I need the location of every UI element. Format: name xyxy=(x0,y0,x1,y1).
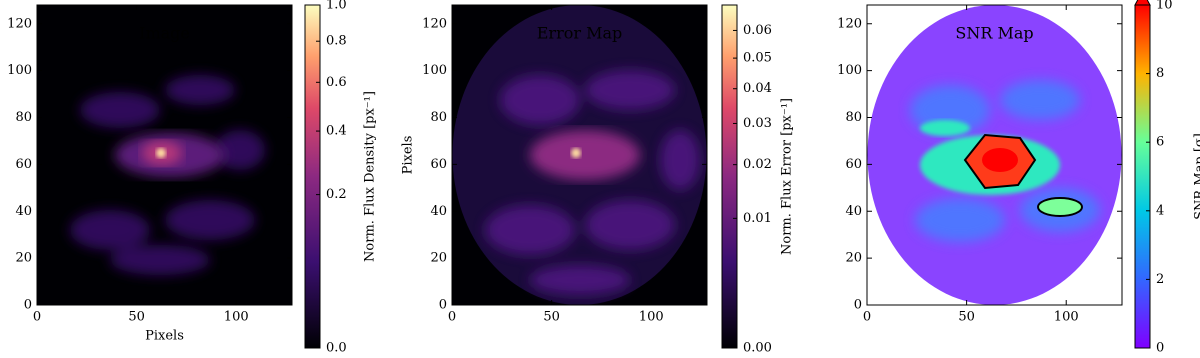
colorbar-tick-label: 0.04 xyxy=(743,81,772,96)
axes-frame xyxy=(451,4,708,306)
colorbar-tick-label: 0.03 xyxy=(743,116,772,131)
panel-title: Image xyxy=(139,24,190,43)
y-tick-label: 60 xyxy=(430,157,447,172)
colorbar-label: SNR Map [σ] xyxy=(1193,133,1200,220)
y-tick-label: 100 xyxy=(7,63,32,78)
y-tick-label: 20 xyxy=(430,251,447,266)
colorbar-tick-label: 0.00 xyxy=(743,341,772,356)
colorbar-label: Norm. Flux Error [px⁻¹] xyxy=(780,98,795,255)
y-tick-label: 0 xyxy=(854,298,862,313)
y-tick-label: 0 xyxy=(24,298,32,313)
colorbar-tick-label: 0 xyxy=(1156,341,1164,356)
x-tick-label: 50 xyxy=(128,310,145,325)
x-tick-label: 50 xyxy=(958,310,975,325)
colorbar-tick-label: 0.8 xyxy=(326,34,347,49)
y-tick-label: 80 xyxy=(430,110,447,125)
colorbar-tick-label: 0.2 xyxy=(326,187,347,202)
axes-frame xyxy=(866,4,1123,306)
y-tick-label: 20 xyxy=(15,251,32,266)
colorbar-tick-label: 0.6 xyxy=(326,75,347,90)
y-tick-label: 80 xyxy=(15,110,32,125)
colorbar-tick-label: 1.0 xyxy=(326,0,347,13)
x-tick-label: 50 xyxy=(543,310,560,325)
y-tick-label: 40 xyxy=(845,204,862,219)
y-tick-label: 40 xyxy=(15,204,32,219)
y-tick-label: 100 xyxy=(837,63,862,78)
y-tick-label: 20 xyxy=(845,251,862,266)
colorbar xyxy=(721,4,738,349)
panel-title: SNR Map xyxy=(955,24,1033,43)
x-tick-label: 0 xyxy=(448,310,456,325)
error-heatmap xyxy=(452,5,707,305)
colorbar-tick-label: 0.01 xyxy=(743,211,772,226)
colorbar-tick-label: 0.02 xyxy=(743,157,772,172)
image-heatmap xyxy=(37,5,292,305)
y-tick-label: 0 xyxy=(439,298,447,313)
colorbar-tick-label: 6 xyxy=(1156,135,1164,150)
y-tick-label: 60 xyxy=(845,157,862,172)
colorbar-tick-label: 0.4 xyxy=(326,124,347,139)
colorbar xyxy=(1134,4,1151,349)
colorbar-extend xyxy=(1134,0,1151,6)
panel-title: Error Map xyxy=(537,24,623,43)
y-tick-label: 60 xyxy=(15,157,32,172)
colorbar-tick-label: 0.06 xyxy=(743,23,772,38)
y-tick-label: 40 xyxy=(430,204,447,219)
colorbar-tick-label: 0.05 xyxy=(743,51,772,66)
y-tick-label: 120 xyxy=(837,16,862,31)
x-axis-label: Pixels xyxy=(145,329,184,344)
x-tick-label: 0 xyxy=(863,310,871,325)
colorbar-label: Norm. Flux Density [px⁻¹] xyxy=(363,91,378,262)
colorbar xyxy=(304,4,321,349)
y-tick-label: 120 xyxy=(422,16,447,31)
colorbar-tick-label: 0.0 xyxy=(326,341,347,356)
snr-heatmap xyxy=(867,5,1122,305)
x-tick-label: 100 xyxy=(1054,310,1079,325)
y-axis-label: Pixels xyxy=(401,136,416,175)
colorbar-tick-label: 8 xyxy=(1156,66,1164,81)
axes-frame xyxy=(36,4,293,306)
x-tick-label: 100 xyxy=(224,310,249,325)
colorbar-tick-label: 2 xyxy=(1156,272,1164,287)
colorbar-tick-label: 4 xyxy=(1156,203,1164,218)
x-tick-label: 100 xyxy=(639,310,664,325)
y-tick-label: 120 xyxy=(7,16,32,31)
y-tick-label: 100 xyxy=(422,63,447,78)
colorbar-tick-label: 10 xyxy=(1156,0,1173,13)
x-tick-label: 0 xyxy=(33,310,41,325)
y-tick-label: 80 xyxy=(845,110,862,125)
